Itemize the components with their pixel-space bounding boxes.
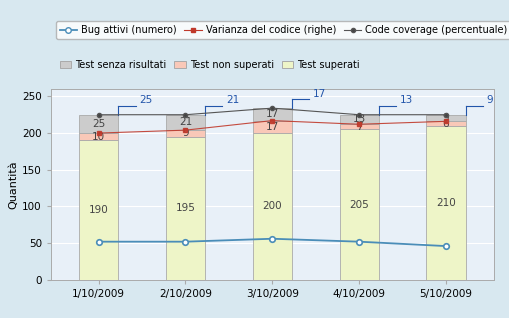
Bar [427, 115, 466, 121]
Bar [427, 121, 466, 126]
Legend: Test senza risultati, Test non superati, Test superati: Test senza risultati, Test non superati,… [56, 56, 364, 73]
Text: 6: 6 [443, 119, 449, 128]
Y-axis label: Quantità: Quantità [8, 160, 18, 209]
Text: 25: 25 [139, 95, 152, 105]
Bar [340, 124, 379, 129]
Bar [79, 133, 118, 141]
Text: 190: 190 [89, 205, 108, 215]
Text: 21: 21 [179, 117, 192, 128]
Text: 9: 9 [487, 95, 493, 105]
Text: 17: 17 [266, 109, 279, 119]
Bar [253, 133, 292, 280]
Bar [253, 108, 292, 121]
Bar [166, 130, 205, 137]
Text: 25: 25 [92, 119, 105, 129]
Text: 10: 10 [92, 132, 105, 142]
Bar [79, 141, 118, 280]
Text: 17: 17 [266, 122, 279, 132]
Text: 9: 9 [182, 128, 189, 138]
Text: 13: 13 [353, 114, 366, 124]
Bar [166, 137, 205, 280]
Text: 7: 7 [356, 122, 362, 132]
Bar [253, 121, 292, 133]
Text: 17: 17 [313, 89, 326, 99]
Bar [79, 115, 118, 133]
Text: 13: 13 [400, 95, 413, 105]
Text: 195: 195 [176, 203, 195, 213]
Text: 205: 205 [349, 200, 369, 210]
Text: 21: 21 [226, 95, 239, 105]
Bar [340, 115, 379, 124]
Text: 210: 210 [436, 198, 456, 208]
Bar [427, 126, 466, 280]
Text: 200: 200 [263, 202, 282, 211]
Text: 9: 9 [443, 113, 449, 123]
Bar [340, 129, 379, 280]
Bar [166, 115, 205, 130]
